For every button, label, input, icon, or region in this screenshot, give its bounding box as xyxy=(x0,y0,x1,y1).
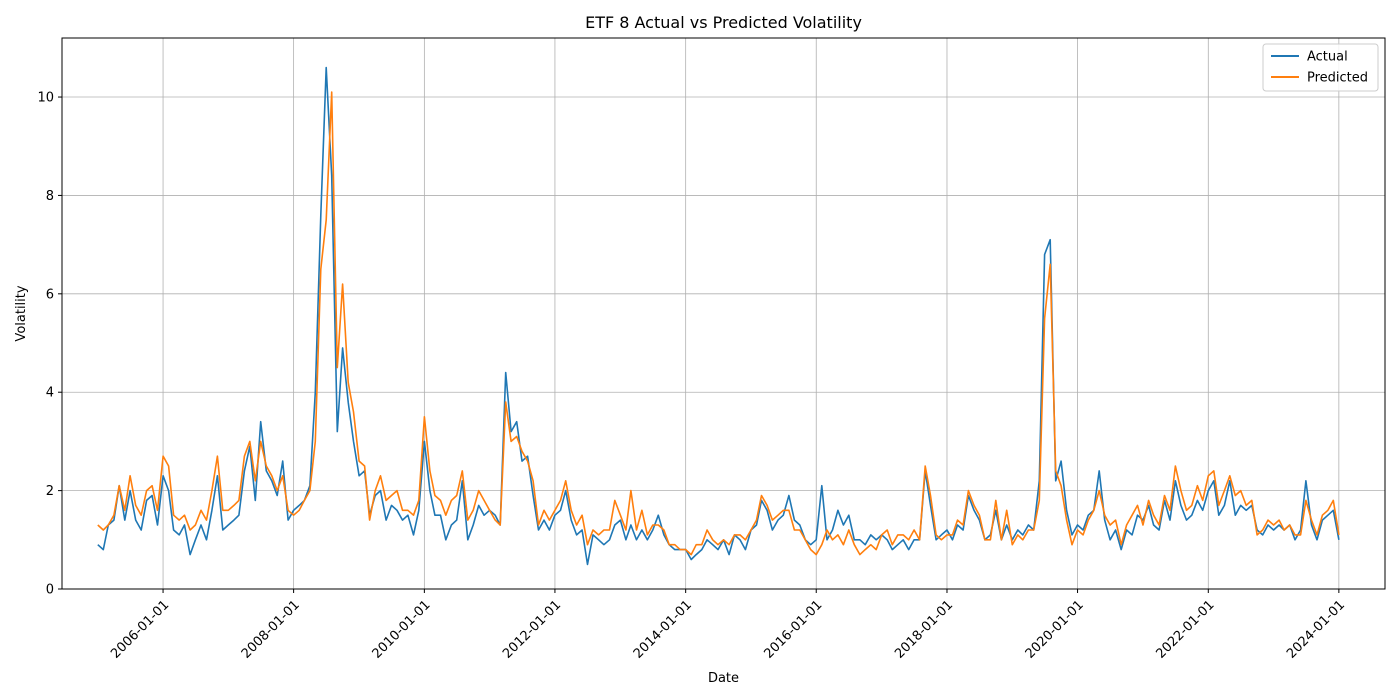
y-tick-label: 6 xyxy=(46,287,54,302)
y-tick-label: 4 xyxy=(46,386,54,401)
y-tick-label: 10 xyxy=(37,91,54,106)
y-axis: 0 2 4 6 8 10 xyxy=(37,91,62,598)
series-line-predicted xyxy=(97,91,1340,556)
plot-frame xyxy=(61,37,1386,590)
y-axis-label: Volatility xyxy=(14,285,29,341)
y-tick-label: 8 xyxy=(46,189,54,204)
legend: Actual Predicted xyxy=(1262,43,1379,92)
legend-label: Actual xyxy=(1307,50,1348,65)
chart-title: ETF 8 Actual vs Predicted Volatility xyxy=(585,13,862,32)
y-tick-label: 2 xyxy=(46,484,54,499)
x-axis-label: Date xyxy=(708,671,739,686)
grid xyxy=(62,38,1385,590)
legend-label: Predicted xyxy=(1307,71,1368,86)
y-tick-label: 0 xyxy=(46,583,54,598)
series-group xyxy=(97,66,1340,566)
